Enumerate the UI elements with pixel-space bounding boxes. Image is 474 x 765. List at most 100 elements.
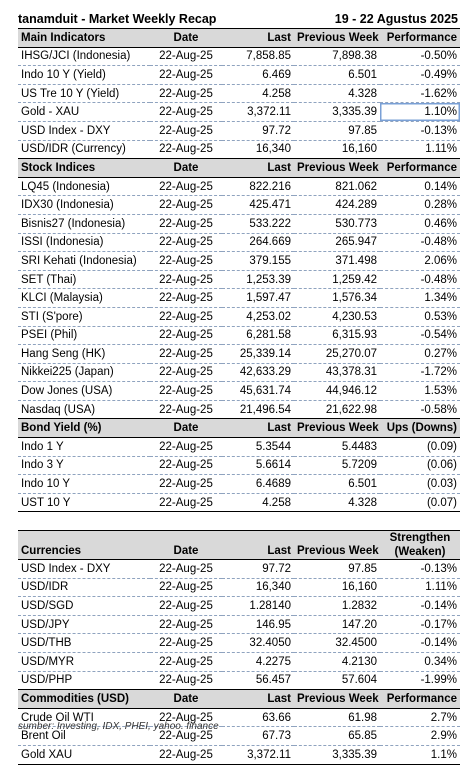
change-value: -1.72% [380, 363, 460, 383]
table-row: Gold - XAU 22-Aug-25 3,372.11 3,335.39 1.10% [18, 102, 460, 122]
instrument-name: Nasdaq (USA) [18, 400, 150, 420]
date-cell: 22-Aug-25 [150, 559, 222, 579]
last-value: 97.72 [222, 559, 294, 579]
instrument-name: Bisnis27 (Indonesia) [18, 214, 150, 234]
date-cell: 22-Aug-25 [150, 745, 222, 765]
market-recap-page: tanamduit - Market Weekly Recap 19 - 22 … [18, 10, 460, 765]
date-cell: 22-Aug-25 [150, 195, 222, 215]
table-row: Gold XAU 22-Aug-25 3,372.11 3,335.39 1.1% [18, 745, 460, 765]
previous-week-header: Previous Week [294, 158, 380, 178]
report-title-bar: tanamduit - Market Weekly Recap 19 - 22 … [18, 10, 460, 28]
previous-value: 97.85 [294, 559, 380, 579]
last-value: 21,496.54 [222, 400, 294, 420]
last-value: 5.6614 [222, 456, 294, 476]
previous-value: 3,335.39 [294, 745, 380, 765]
table-row: SET (Thai) 22-Aug-25 1,253.39 1,259.42 -0.48… [18, 270, 460, 290]
previous-value: 424.289 [294, 195, 380, 215]
date-cell: 22-Aug-25 [150, 140, 222, 160]
report-period: 19 - 22 Agustus 2025 [334, 12, 458, 26]
last-header: Last [222, 28, 294, 48]
previous-value: 5.4483 [294, 437, 380, 457]
date-header: Date [150, 689, 222, 709]
instrument-name: Indo 10 Y [18, 474, 150, 494]
last-header: Last [222, 158, 294, 178]
instrument-name: IHSG/JCI (Indonesia) [18, 47, 150, 67]
instrument-name: USD/IDR (Currency) [18, 140, 150, 160]
date-cell: 22-Aug-25 [150, 726, 222, 746]
table-row: Brent Oil 22-Aug-25 67.73 65.85 2.9% [18, 726, 460, 746]
table-row: USD Index - DXY 22-Aug-25 97.72 97.85 -0.13% [18, 121, 460, 141]
change-value: 0.27% [380, 344, 460, 364]
change-value: 0.28% [380, 195, 460, 215]
change-value: 0.46% [380, 214, 460, 234]
last-value: 25,339.14 [222, 344, 294, 364]
date-cell: 22-Aug-25 [150, 84, 222, 104]
date-cell: 22-Aug-25 [150, 381, 222, 401]
previous-value: 1,576.34 [294, 288, 380, 308]
date-cell: 22-Aug-25 [150, 456, 222, 476]
change-value: 1.10% [380, 102, 460, 122]
last-value: 16,340 [222, 578, 294, 598]
table-row: Dow Jones (USA) 22-Aug-25 45,631.74 44,946.… [18, 381, 460, 401]
performance-header: Strengthen (Weaken) [380, 530, 460, 561]
date-cell: 22-Aug-25 [150, 578, 222, 598]
table-row: KLCI (Malaysia) 22-Aug-25 1,597.47 1,576.34… [18, 288, 460, 308]
instrument-name: UST 10 Y [18, 493, 150, 513]
table-row: Indo 10 Y (Yield) 22-Aug-25 6.469 6.501 -0.4… [18, 65, 460, 85]
instrument-name: USD/MYR [18, 652, 150, 672]
change-value: -0.17% [380, 615, 460, 635]
previous-value: 4.328 [294, 493, 380, 513]
change-value: 2.7% [380, 708, 460, 728]
table-row: USD/IDR 22-Aug-25 16,340 16,160 1.11% [18, 578, 460, 598]
date-cell: 22-Aug-25 [150, 708, 222, 728]
previous-week-header: Previous Week [294, 418, 380, 439]
table-row: Hang Seng (HK) 22-Aug-25 25,339.14 25,270.0… [18, 344, 460, 364]
previous-value: 21,622.98 [294, 400, 380, 420]
date-cell: 22-Aug-25 [150, 177, 222, 197]
performance-header: Performance [380, 689, 460, 709]
source-note: sumber: Investing, IDX, PHEI, yahoo. fin… [18, 721, 219, 732]
change-value: 1.34% [380, 288, 460, 308]
date-cell: 22-Aug-25 [150, 633, 222, 653]
last-header: Last [222, 689, 294, 709]
change-value: 2.06% [380, 251, 460, 271]
date-cell: 22-Aug-25 [150, 493, 222, 513]
performance-header: Ups (Downs) [380, 418, 460, 439]
change-value: 1.53% [380, 381, 460, 401]
date-cell: 22-Aug-25 [150, 47, 222, 67]
table-row: Crude Oil WTI 22-Aug-25 63.66 61.98 2.7% [18, 708, 460, 728]
last-value: 425.471 [222, 195, 294, 215]
table-row: USD/THB 22-Aug-25 32.4050 32.4500 -0.14% [18, 633, 460, 653]
change-value: -0.50% [380, 47, 460, 67]
previous-value: 97.85 [294, 121, 380, 141]
instrument-name: USD Index - DXY [18, 559, 150, 579]
previous-value: 16,160 [294, 578, 380, 598]
section-title: Bond Yield (%) [18, 418, 150, 439]
change-value: 1.11% [380, 140, 460, 160]
date-cell: 22-Aug-25 [150, 671, 222, 691]
last-value: 1.28140 [222, 596, 294, 616]
last-value: 7,858.85 [222, 47, 294, 67]
date-cell: 22-Aug-25 [150, 102, 222, 122]
section-title: Currencies [18, 530, 150, 561]
table-row: PSEI (Phil) 22-Aug-25 6,281.58 6,315.93 -0.5… [18, 326, 460, 346]
table-row: Nasdaq (USA) 22-Aug-25 21,496.54 21,622.98-… [18, 400, 460, 420]
last-value: 67.73 [222, 726, 294, 746]
section-spacer [18, 511, 460, 531]
change-value: -0.14% [380, 596, 460, 616]
last-value: 45,631.74 [222, 381, 294, 401]
section-title: Main Indicators [18, 28, 150, 48]
last-value: 42,633.29 [222, 363, 294, 383]
date-cell: 22-Aug-25 [150, 363, 222, 383]
last-value: 4.2275 [222, 652, 294, 672]
instrument-name: Nikkei225 (Japan) [18, 363, 150, 383]
date-cell: 22-Aug-25 [150, 307, 222, 327]
report-title: tanamduit - Market Weekly Recap [18, 12, 217, 26]
previous-value: 147.20 [294, 615, 380, 635]
previous-value: 43,378.31 [294, 363, 380, 383]
instrument-name: SRI Kehati (Indonesia) [18, 251, 150, 271]
previous-value: 5.7209 [294, 456, 380, 476]
previous-week-header: Previous Week [294, 689, 380, 709]
last-value: 379.155 [222, 251, 294, 271]
instrument-name: Indo 3 Y [18, 456, 150, 476]
